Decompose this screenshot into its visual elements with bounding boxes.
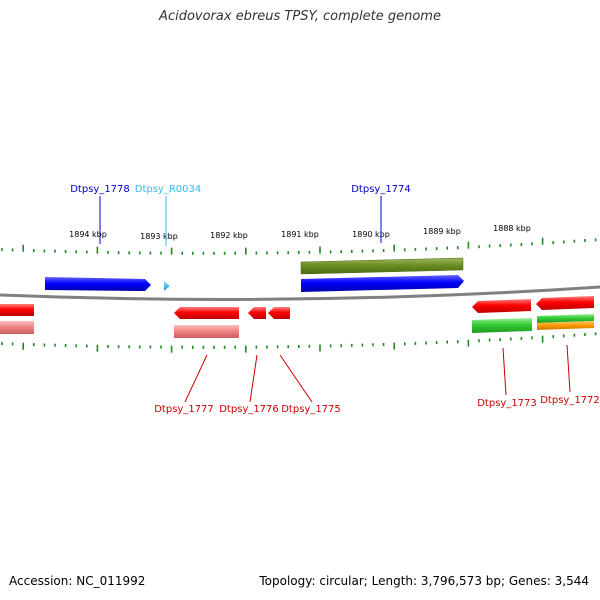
gene-label[interactable]: Dtpsy_1772 xyxy=(540,395,600,406)
gene-label[interactable]: Dtpsy_1776 xyxy=(219,404,279,415)
scale-ticks-inner xyxy=(1,332,597,353)
gene-dtpsy-1775[interactable] xyxy=(268,307,290,319)
gene-dtpsy-1777[interactable] xyxy=(174,307,239,319)
gene-dtpsy-1772[interactable] xyxy=(536,296,594,310)
gene-label[interactable]: Dtpsy_R0034 xyxy=(135,184,202,195)
kbp-label: 1892 kbp xyxy=(210,231,248,240)
gene-label[interactable]: Dtpsy_1775 xyxy=(281,404,341,415)
kbp-label: 1894 kbp xyxy=(69,230,107,239)
gene-label[interactable]: Dtpsy_1778 xyxy=(70,184,130,195)
olive-feature[interactable] xyxy=(300,257,464,275)
gene-dtpsy-1774[interactable] xyxy=(301,275,464,292)
kbp-label: 1893 kbp xyxy=(140,232,178,241)
pink-feature-1777 xyxy=(174,325,239,338)
scale-ticks-outer xyxy=(1,237,597,255)
orange-feature-1772 xyxy=(537,321,594,330)
gene-dtpsy-1778[interactable] xyxy=(45,277,151,291)
gene-label[interactable]: Dtpsy_1774 xyxy=(351,184,411,195)
pink-feature-left xyxy=(0,321,34,334)
map-title: Acidovorax ebreus TPSY, complete genome xyxy=(159,9,441,24)
genome-summary-text: Topology: circular; Length: 3,796,573 bp… xyxy=(259,574,589,588)
gene-label[interactable]: Dtpsy_1777 xyxy=(154,404,214,415)
accession-text: Accession: NC_011992 xyxy=(9,574,146,588)
leader-lines-below xyxy=(184,344,571,403)
genome-backbone xyxy=(0,285,600,301)
gene-dtpsy-1773[interactable] xyxy=(472,299,531,313)
gene-left-edge[interactable] xyxy=(0,304,34,316)
kbp-label: 1891 kbp xyxy=(281,230,319,239)
kbp-label: 1888 kbp xyxy=(493,224,531,233)
gene-dtpsy-r0034[interactable] xyxy=(164,281,170,291)
green-feature-1772 xyxy=(537,314,594,323)
gene-dtpsy-1776[interactable] xyxy=(248,307,266,319)
kbp-scale: 1894 kbp 1893 kbp 1892 kbp 1891 kbp 1890… xyxy=(69,224,531,241)
leader-lines-above xyxy=(99,196,382,246)
kbp-label: 1890 kbp xyxy=(352,230,390,239)
kbp-label: 1889 kbp xyxy=(423,227,461,236)
gene-label[interactable]: Dtpsy_1773 xyxy=(477,398,537,409)
green-feature-1773 xyxy=(472,318,532,333)
